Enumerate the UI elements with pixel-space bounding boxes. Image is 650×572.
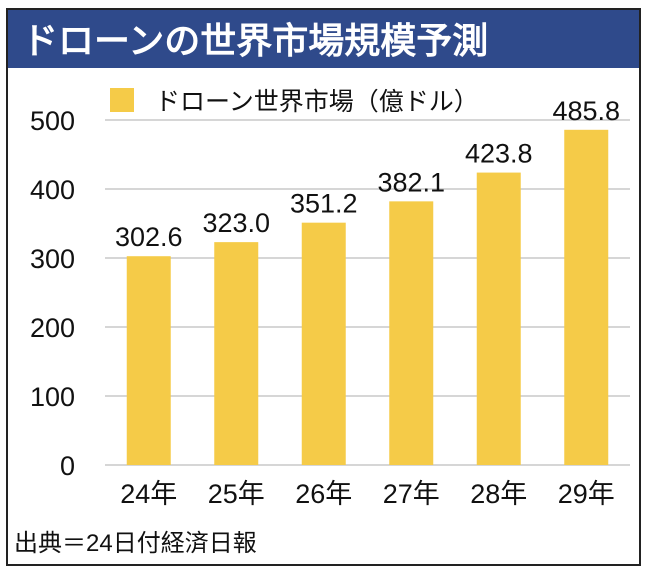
data-label: 423.8	[465, 139, 533, 169]
data-label: 323.0	[202, 208, 270, 238]
bar	[126, 256, 171, 465]
y-tick-label: 500	[30, 106, 75, 136]
chart-title: ドローンの世界市場規模予測	[22, 20, 488, 61]
bar	[564, 129, 609, 465]
bar	[389, 201, 434, 465]
y-tick-label: 100	[30, 382, 75, 412]
bar	[214, 242, 259, 465]
data-label: 302.6	[115, 222, 183, 252]
x-tick-label: 25年	[208, 479, 265, 509]
bar	[301, 222, 346, 465]
y-tick-label: 400	[30, 175, 75, 205]
legend-swatch	[110, 88, 134, 112]
y-tick-label: 0	[60, 451, 75, 481]
x-tick-label: 29年	[558, 479, 615, 509]
x-tick-label: 26年	[295, 479, 352, 509]
source-note: 出典＝24日付経済日報	[14, 530, 257, 557]
x-tick-label: 27年	[383, 479, 440, 509]
legend-label: ドローン世界市場（億ドル）	[155, 88, 479, 116]
y-tick-label: 200	[30, 313, 75, 343]
title-bar	[8, 10, 639, 68]
x-tick-label: 28年	[470, 479, 527, 509]
bar	[476, 172, 521, 465]
y-tick-label: 300	[30, 244, 75, 274]
data-label: 351.2	[290, 189, 358, 219]
data-label: 382.1	[377, 167, 445, 197]
data-label: 485.8	[552, 96, 620, 126]
x-tick-label: 24年	[120, 479, 177, 509]
